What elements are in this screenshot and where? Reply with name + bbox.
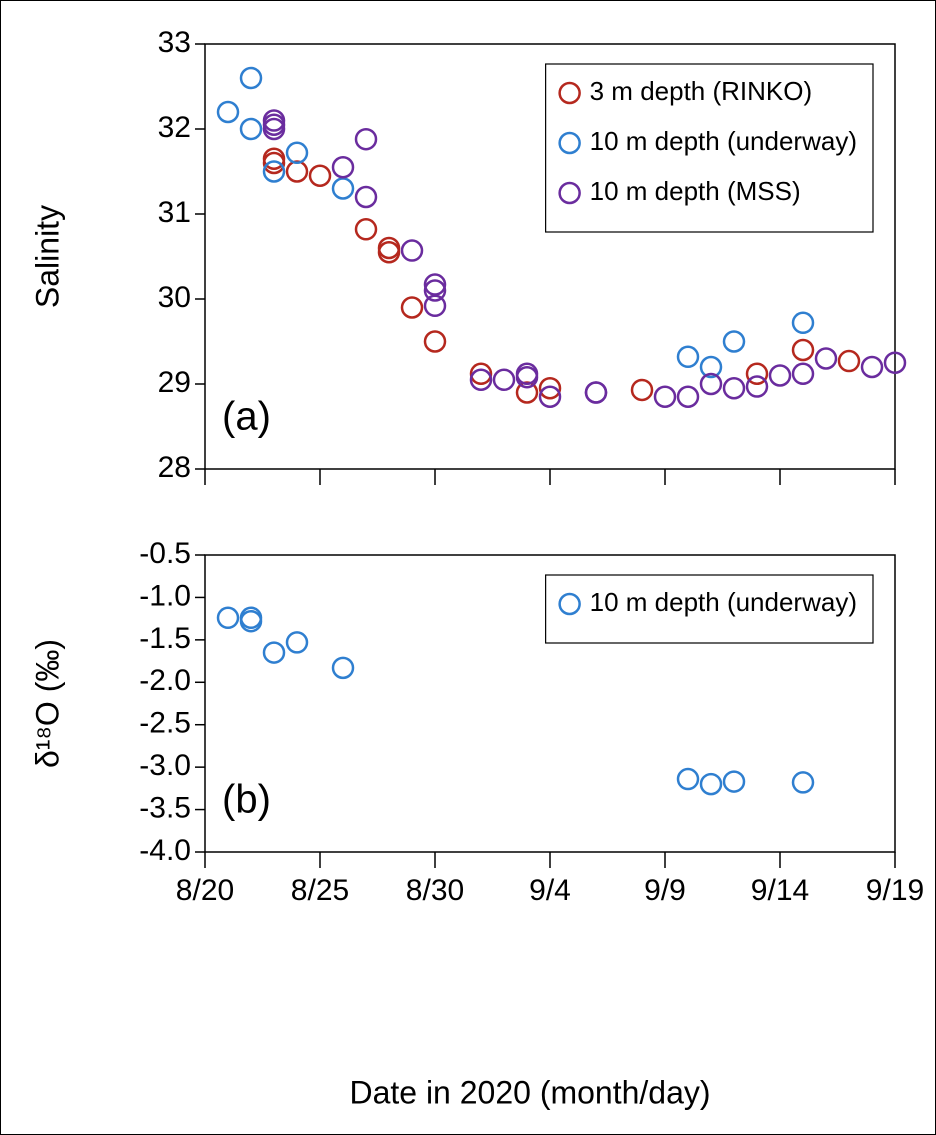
y-tick-label: 31 bbox=[158, 196, 191, 229]
legend-label: 10 m depth (underway) bbox=[590, 126, 857, 156]
scatter-point bbox=[423, 294, 447, 318]
scatter-point bbox=[676, 767, 700, 791]
scatter-point bbox=[699, 355, 723, 379]
scatter-point bbox=[239, 66, 263, 90]
scatter-point bbox=[354, 185, 378, 209]
legend-label: 3 m depth (RINKO) bbox=[590, 76, 813, 106]
y-tick-label: 33 bbox=[158, 26, 191, 59]
x-tick-label: 9/14 bbox=[751, 874, 809, 907]
scatter-point bbox=[584, 381, 608, 404]
y-tick-label: -0.5 bbox=[139, 537, 191, 570]
scatter-point bbox=[377, 241, 401, 264]
scatter-point bbox=[676, 385, 700, 408]
scatter-point bbox=[262, 160, 286, 183]
scatter-point bbox=[538, 377, 562, 400]
y-axis-label: Salinity bbox=[29, 205, 65, 308]
scatter-point bbox=[262, 151, 286, 175]
scatter-point bbox=[515, 381, 539, 404]
y-tick-label: -2.0 bbox=[139, 664, 191, 697]
scatter-point bbox=[262, 641, 286, 664]
x-tick-label: 8/20 bbox=[176, 874, 234, 907]
panel-annotation: (b) bbox=[222, 778, 271, 822]
legend-label: 10 m depth (MSS) bbox=[590, 176, 801, 206]
scatter-point bbox=[515, 365, 539, 389]
scatter-point bbox=[354, 218, 378, 241]
legend-frame bbox=[545, 63, 874, 233]
scatter-point bbox=[860, 355, 884, 379]
y-tick-label: 32 bbox=[158, 111, 191, 144]
scatter-point bbox=[699, 772, 723, 796]
scatter-point bbox=[768, 364, 792, 387]
scatter-point bbox=[285, 141, 309, 165]
y-tick-label: 28 bbox=[158, 451, 191, 484]
legend-label: 10 m depth (underway) bbox=[590, 587, 857, 617]
y-tick-label: -1.0 bbox=[139, 579, 191, 612]
scatter-point bbox=[699, 372, 723, 396]
scatter-point bbox=[745, 375, 769, 398]
scatter-point bbox=[791, 338, 815, 362]
scatter-point bbox=[308, 164, 332, 187]
scatter-point bbox=[883, 351, 907, 374]
scatter-point bbox=[285, 631, 309, 654]
scatter-point bbox=[492, 368, 516, 391]
scatter-point bbox=[239, 609, 263, 633]
scatter-point bbox=[722, 770, 746, 793]
scatter-point bbox=[653, 385, 677, 408]
x-tick-label: 9/4 bbox=[529, 874, 571, 907]
scatter-point bbox=[216, 606, 240, 630]
x-tick-label: 9/9 bbox=[644, 874, 686, 907]
scatter-point bbox=[469, 362, 493, 386]
scatter-point bbox=[791, 311, 815, 335]
scatter-point bbox=[331, 656, 355, 680]
scatter-point bbox=[630, 378, 654, 402]
y-tick-label: -3.5 bbox=[139, 791, 191, 824]
y-tick-label: -3.0 bbox=[139, 749, 191, 782]
scatter-point bbox=[791, 771, 815, 794]
scatter-point bbox=[722, 377, 746, 400]
x-tick-label: 8/25 bbox=[291, 874, 349, 907]
panel-annotation: (a) bbox=[222, 395, 271, 439]
scatter-point bbox=[400, 296, 424, 319]
y-tick-label: -1.5 bbox=[139, 622, 191, 655]
scatter-point bbox=[239, 117, 263, 141]
x-tick-label: 8/30 bbox=[406, 874, 464, 907]
scatter-point bbox=[400, 239, 424, 262]
scatter-point bbox=[262, 117, 286, 141]
legend-marker bbox=[558, 131, 581, 155]
scatter-point bbox=[791, 362, 815, 386]
scatter-point bbox=[676, 345, 700, 369]
scatter-point bbox=[814, 347, 838, 370]
y-tick-label: -4.0 bbox=[139, 834, 191, 867]
y-tick-label: 30 bbox=[158, 281, 191, 314]
scatter-point bbox=[722, 330, 746, 353]
legend-marker bbox=[558, 81, 581, 105]
x-axis-label: Date in 2020 (month/day) bbox=[349, 1074, 710, 1110]
scatter-point bbox=[538, 385, 562, 408]
y-tick-label: 29 bbox=[158, 366, 191, 399]
y-tick-label: -2.5 bbox=[139, 707, 191, 740]
scatter-point bbox=[285, 160, 309, 183]
scatter-point bbox=[745, 362, 769, 386]
scatter-point bbox=[331, 156, 355, 179]
y-axis-label: δ¹⁸O (‰) bbox=[29, 639, 65, 768]
scatter-point bbox=[216, 100, 240, 124]
scatter-point bbox=[423, 279, 447, 302]
x-tick-label: 9/19 bbox=[866, 874, 924, 907]
scatter-point bbox=[837, 349, 861, 373]
scatter-point bbox=[469, 368, 493, 391]
legend-frame bbox=[545, 574, 874, 644]
scatter-point bbox=[354, 127, 378, 151]
legend-marker bbox=[558, 592, 581, 616]
legend-marker bbox=[558, 181, 581, 205]
scatter-point bbox=[423, 330, 447, 353]
